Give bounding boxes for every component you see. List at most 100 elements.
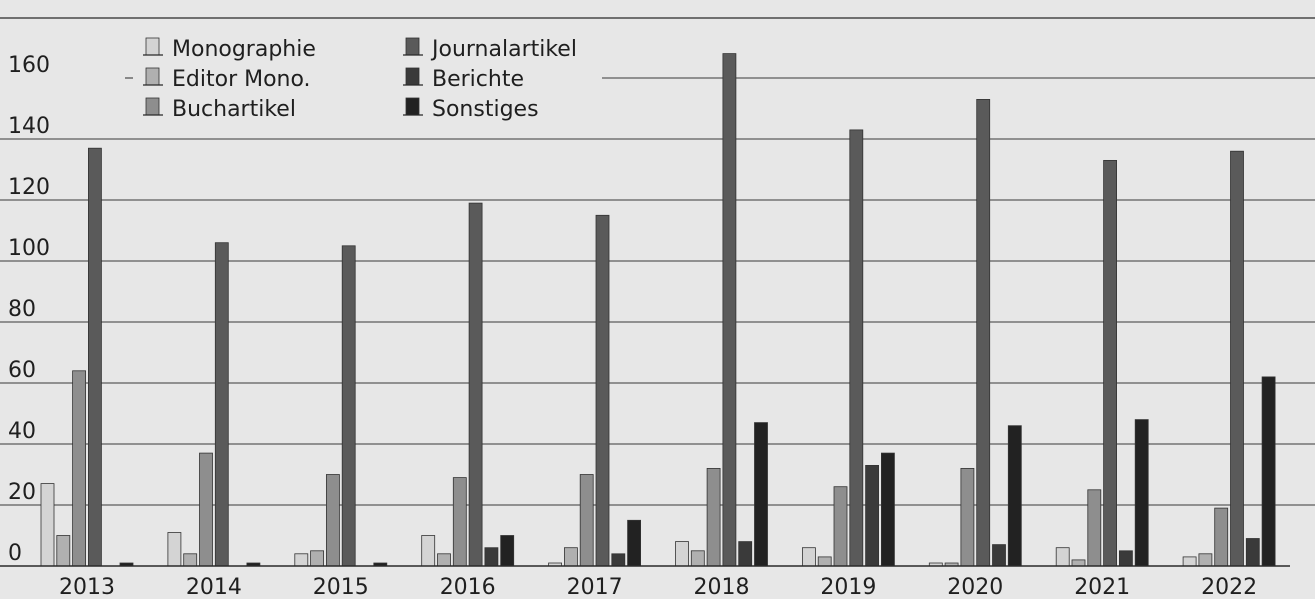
legend-item-buchartikel: Buchartikel	[143, 97, 296, 122]
bar-2013-monographie	[40, 483, 55, 567]
bar-2017-berichte	[611, 553, 626, 567]
bar-2016-editor-mono	[437, 553, 451, 567]
legend-item-editor-mono: Editor Mono.	[143, 67, 311, 92]
bar-2019-sonstiges	[881, 452, 895, 567]
y-tick-label-120: 120	[8, 175, 50, 200]
bar-2021-journalartikel	[1103, 159, 1117, 567]
bar-2020-journalartikel	[976, 99, 991, 567]
bar-2021-berichte	[1119, 550, 1133, 567]
bar-2020-sonstiges	[1007, 425, 1022, 567]
bar-2017-editor-mono	[564, 547, 578, 567]
legend-label-sonstiges: Sonstiges	[432, 97, 539, 122]
legend-label-editor-mono: Editor Mono.	[172, 67, 311, 92]
x-tick-label-2015: 2015	[313, 575, 369, 599]
x-tick-label-2021: 2021	[1074, 575, 1130, 599]
bar-2015-journalartikel	[341, 245, 356, 567]
bar-2022-buchartikel	[1214, 507, 1229, 567]
bar-2018-buchartikel	[706, 467, 721, 567]
legend-label-monographie: Monographie	[172, 37, 316, 62]
x-tick-label-2019: 2019	[820, 575, 876, 599]
bars	[40, 53, 1276, 567]
bar-2022-monographie	[1182, 556, 1197, 567]
bar-2014-monographie	[167, 532, 182, 567]
x-tick-label-2017: 2017	[567, 575, 623, 599]
bar-2019-journalartikel	[849, 129, 864, 567]
legend-swatch-monographie	[145, 37, 160, 56]
bar-2016-buchartikel	[452, 477, 467, 567]
x-tick-label-2014: 2014	[186, 575, 242, 599]
bar-2021-editor-mono	[1071, 559, 1086, 567]
bar-2016-berichte	[484, 547, 499, 567]
bar-2018-berichte	[738, 541, 753, 567]
x-tick-label-2022: 2022	[1201, 575, 1257, 599]
bar-group-2017	[548, 214, 641, 567]
bar-2014-buchartikel	[199, 452, 213, 567]
legend-label-journalartikel: Journalartikel	[430, 37, 577, 62]
bar-2016-sonstiges	[500, 535, 515, 567]
bar-2014-editor-mono	[183, 553, 198, 567]
legend-swatch-editor-mono	[145, 67, 160, 86]
legend-label-buchartikel: Buchartikel	[172, 97, 296, 122]
legend-swatch-berichte	[405, 67, 420, 86]
bar-2019-berichte	[865, 464, 879, 567]
bar-2018-editor-mono	[690, 550, 705, 567]
y-tick-label-40: 40	[8, 419, 36, 444]
bar-2019-buchartikel	[833, 486, 848, 567]
legend-item-journalartikel: Journalartikel	[403, 37, 577, 62]
bar-2018-sonstiges	[754, 422, 768, 567]
bar-2013-buchartikel	[72, 370, 86, 567]
bar-2021-monographie	[1055, 547, 1070, 567]
y-tick-label-140: 140	[8, 114, 50, 139]
bar-2019-monographie	[802, 547, 816, 567]
legend-item-berichte: Berichte	[403, 67, 524, 92]
bar-group-2016	[421, 202, 515, 567]
bar-2015-buchartikel	[325, 474, 340, 567]
bar-2022-sonstiges	[1261, 376, 1276, 567]
legend-label-berichte: Berichte	[432, 67, 524, 92]
bar-group-2014	[167, 242, 261, 567]
bar-2015-monographie	[294, 553, 309, 567]
bar-group-2015	[294, 245, 388, 567]
bar-group-2019	[802, 129, 895, 567]
bar-2020-berichte	[992, 544, 1006, 567]
y-tick-label-80: 80	[8, 297, 36, 322]
legend-item-sonstiges: Sonstiges	[403, 97, 539, 122]
bar-2018-journalartikel	[722, 53, 737, 567]
legend-swatch-buchartikel	[145, 97, 160, 116]
legend-item-monographie: Monographie	[143, 37, 316, 62]
bar-2020-buchartikel	[960, 467, 975, 567]
bar-group-2020	[928, 99, 1022, 567]
axes: 0 20 40 60 80 100 120 140 160 2013 2014 2015 2016 201…	[0, 53, 1290, 599]
bar-2013-editor-mono	[56, 535, 71, 567]
y-tick-label-20: 20	[8, 480, 36, 505]
y-tick-label-0: 0	[8, 541, 22, 566]
legend: Monographie Editor Mono. Buchartikel Journa…	[143, 37, 577, 122]
bar-2021-buchartikel	[1087, 489, 1102, 567]
bar-2021-sonstiges	[1134, 419, 1149, 567]
bar-2019-editor-mono	[817, 556, 832, 567]
legend-swatch-sonstiges	[405, 97, 420, 116]
bar-2016-monographie	[421, 535, 436, 567]
bar-2013-journalartikel	[88, 147, 102, 567]
bar-2014-journalartikel	[214, 242, 229, 567]
bar-2017-buchartikel	[579, 474, 594, 567]
bar-2016-journalartikel	[468, 202, 483, 567]
bar-2017-sonstiges	[627, 519, 641, 567]
x-tick-label-2013: 2013	[59, 575, 115, 599]
y-tick-label-100: 100	[8, 236, 50, 261]
bar-2022-editor-mono	[1198, 553, 1213, 567]
bar-2017-journalartikel	[595, 214, 610, 567]
bar-2018-monographie	[675, 541, 689, 567]
bar-2015-editor-mono	[310, 550, 325, 567]
bar-group-2013	[40, 147, 134, 567]
legend-swatch-journalartikel	[405, 37, 420, 56]
x-tick-label-2020: 2020	[947, 575, 1003, 599]
bar-2022-berichte	[1245, 538, 1260, 567]
x-tick-label-2018: 2018	[694, 575, 750, 599]
y-tick-label-160: 160	[8, 53, 50, 78]
bar-group-2018	[675, 53, 768, 567]
y-tick-label-60: 60	[8, 358, 36, 383]
bar-group-2022	[1182, 150, 1276, 567]
